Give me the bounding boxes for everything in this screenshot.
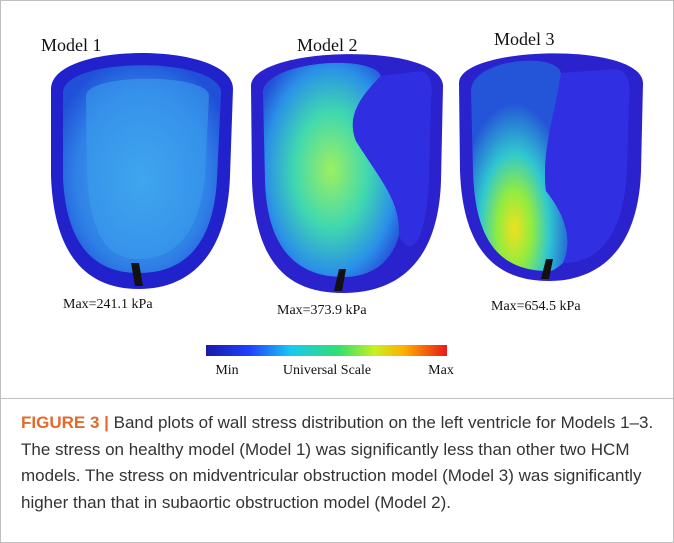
colorbar <box>206 345 447 356</box>
max-label: Max=654.5 kPa <box>491 299 581 314</box>
colorbar-max: Max <box>428 363 454 378</box>
figure: Model 1 Model 2 Model 3 Max=241.1 kPa Ma… <box>0 0 674 543</box>
ventricle-model-2 <box>251 54 443 293</box>
panel-title: Model 1 <box>41 35 102 55</box>
caption: FIGURE 3 | Band plots of wall stress dis… <box>21 410 657 516</box>
max-label: Max=241.1 kPa <box>63 297 153 312</box>
ventricle-model-3 <box>459 53 643 281</box>
figure-image: Model 1 Model 2 Model 3 Max=241.1 kPa Ma… <box>1 1 673 397</box>
separator <box>1 398 673 399</box>
panel-title: Model 3 <box>494 29 555 49</box>
panel-title: Model 2 <box>297 35 358 55</box>
caption-label: FIGURE 3 | <box>21 413 109 432</box>
caption-text: Band plots of wall stress distribution o… <box>21 413 653 512</box>
colorbar-title: Universal Scale <box>283 363 371 378</box>
max-label: Max=373.9 kPa <box>277 303 367 318</box>
ventricle-model-1 <box>51 53 233 289</box>
colorbar-min: Min <box>215 363 238 378</box>
